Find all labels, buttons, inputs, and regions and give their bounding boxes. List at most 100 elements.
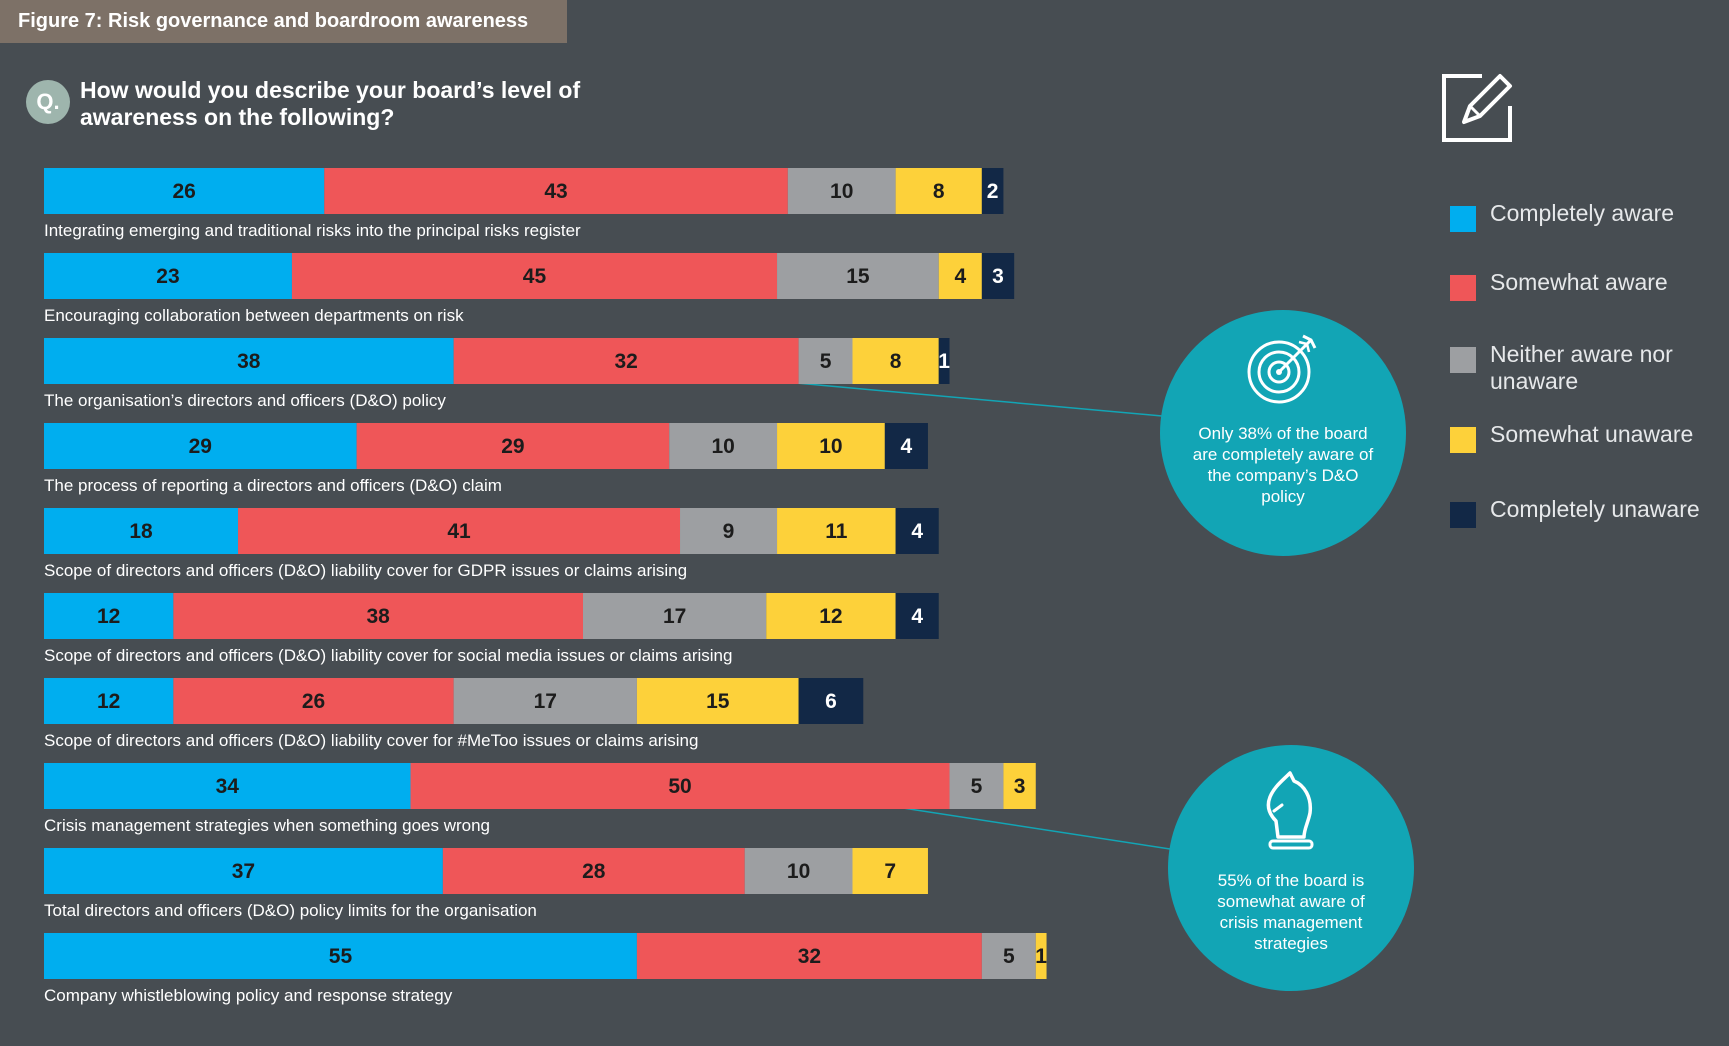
- bar-value-label: 34: [216, 775, 240, 798]
- bar-segment-somewhat-unaware: [938, 253, 982, 299]
- callout-text: Only 38% of the board are completely awa…: [1192, 424, 1374, 506]
- bar-value-label: 50: [668, 775, 691, 798]
- legend-swatch: [1450, 502, 1476, 528]
- bar-value-label: 28: [582, 860, 606, 883]
- category-label: Integrating emerging and traditional ris…: [44, 221, 581, 240]
- bar-segment-completely-unaware: [938, 338, 950, 384]
- bar-value-label: 38: [367, 605, 391, 628]
- bar-segment-somewhat-aware: [356, 423, 670, 469]
- bar-segment-neither: [777, 253, 939, 299]
- bar-value-label: 23: [156, 265, 179, 288]
- bar-value-label: 37: [232, 860, 255, 883]
- category-label: Total directors and officers (D&O) polic…: [44, 901, 537, 920]
- bar-segment-completely-aware: [44, 763, 411, 809]
- bar-segment-completely-unaware: [895, 508, 939, 554]
- bar-value-label: 1: [1035, 945, 1047, 968]
- question-badge: Q.: [26, 80, 70, 124]
- bar-value-label: 12: [97, 690, 120, 713]
- bar-segment-somewhat-unaware: [1003, 763, 1036, 809]
- bar-segment-somewhat-unaware: [852, 338, 939, 384]
- legend-swatch: [1450, 347, 1476, 373]
- legend-label: Completely unaware: [1490, 496, 1700, 522]
- bar-segment-somewhat-unaware: [636, 678, 799, 724]
- callout-text: 55% of the board is somewhat aware of cr…: [1217, 871, 1365, 953]
- bar-value-label: 3: [1014, 775, 1026, 798]
- bar-segment-somewhat-unaware: [895, 168, 982, 214]
- bar-value-label: 4: [911, 605, 923, 628]
- bar-value-label: 18: [129, 520, 153, 543]
- bar-value-label: 5: [820, 350, 832, 373]
- bar-segment-completely-unaware: [884, 423, 928, 469]
- category-label: Scope of directors and officers (D&O) li…: [44, 646, 732, 665]
- figure-title: Figure 7: Risk governance and boardroom …: [0, 0, 567, 43]
- bar-value-label: 2: [987, 180, 999, 203]
- bar-value-label: 17: [663, 605, 686, 628]
- callout-dando-policy: Only 38% of the board are completely awa…: [1160, 310, 1406, 556]
- bar-value-label: 4: [901, 435, 913, 458]
- category-label: The organisation’s directors and officer…: [44, 391, 446, 410]
- bar-segment-completely-aware: [44, 933, 637, 979]
- bar-value-label: 5: [1003, 945, 1015, 968]
- category-label: Scope of directors and officers (D&O) li…: [44, 561, 687, 580]
- bar-segment-completely-aware: [44, 338, 454, 384]
- bar-value-label: 12: [97, 605, 120, 628]
- edit-icon: [1442, 74, 1512, 142]
- bar-value-label: 45: [523, 265, 547, 288]
- bar-segment-completely-aware: [44, 593, 174, 639]
- bar-value-label: 8: [890, 350, 902, 373]
- legend-swatch: [1450, 275, 1476, 301]
- bar-segment-somewhat-aware: [238, 508, 681, 554]
- bar-value-label: 1: [938, 350, 950, 373]
- bar-value-label: 3: [992, 265, 1004, 288]
- legend-swatch: [1450, 427, 1476, 453]
- bar-segment-somewhat-unaware: [1035, 933, 1047, 979]
- bar-value-label: 17: [534, 690, 557, 713]
- bar-value-label: 10: [787, 860, 810, 883]
- bar-value-label: 7: [884, 860, 896, 883]
- bar-value-label: 43: [544, 180, 567, 203]
- bar-segment-neither: [981, 933, 1036, 979]
- bar-value-label: 15: [846, 265, 870, 288]
- bar-segment-neither: [669, 423, 778, 469]
- bar-value-label: 38: [237, 350, 261, 373]
- bar-value-label: 32: [798, 945, 821, 968]
- bar-segment-somewhat-aware: [173, 678, 454, 724]
- bar-segment-completely-aware: [44, 168, 325, 214]
- bar-segment-somewhat-aware: [442, 848, 745, 894]
- bar-segment-neither: [787, 168, 896, 214]
- bar-segment-completely-aware: [44, 253, 292, 299]
- bar-value-label: 55: [329, 945, 353, 968]
- bar-value-label: 12: [819, 605, 842, 628]
- bar-value-label: 5: [971, 775, 983, 798]
- legend-swatch: [1450, 206, 1476, 232]
- bar-segment-somewhat-unaware: [766, 593, 896, 639]
- category-label: Company whistleblowing policy and respon…: [44, 986, 453, 1005]
- bar-segment-completely-aware: [44, 678, 174, 724]
- bar-value-label: 32: [614, 350, 637, 373]
- bar-value-label: 41: [447, 520, 471, 543]
- bar-segment-somewhat-aware: [173, 593, 584, 639]
- chess-knight-icon: [1266, 771, 1314, 850]
- bar-segment-completely-aware: [44, 848, 443, 894]
- bar-value-label: 29: [501, 435, 524, 458]
- bar-segment-completely-aware: [44, 423, 357, 469]
- bar-segment-neither: [744, 848, 853, 894]
- bar-value-label: 11: [825, 520, 848, 543]
- bar-segment-neither: [680, 508, 778, 554]
- bar-value-label: 4: [954, 265, 966, 288]
- bar-segment-completely-unaware: [798, 678, 864, 724]
- legend-label: Somewhat unaware: [1490, 421, 1694, 447]
- bar-segment-completely-unaware: [981, 253, 1015, 299]
- bar-segment-neither: [583, 593, 767, 639]
- target-icon: [1247, 334, 1317, 404]
- bar-value-label: 6: [825, 690, 837, 713]
- category-label: Encouraging collaboration between depart…: [44, 306, 464, 325]
- bar-value-label: 10: [711, 435, 734, 458]
- bar-segment-somewhat-unaware: [777, 508, 896, 554]
- category-label: The process of reporting a directors and…: [44, 476, 502, 495]
- bar-segment-neither: [453, 678, 637, 724]
- bar-value-label: 4: [911, 520, 923, 543]
- bar-segment-somewhat-aware: [324, 168, 788, 214]
